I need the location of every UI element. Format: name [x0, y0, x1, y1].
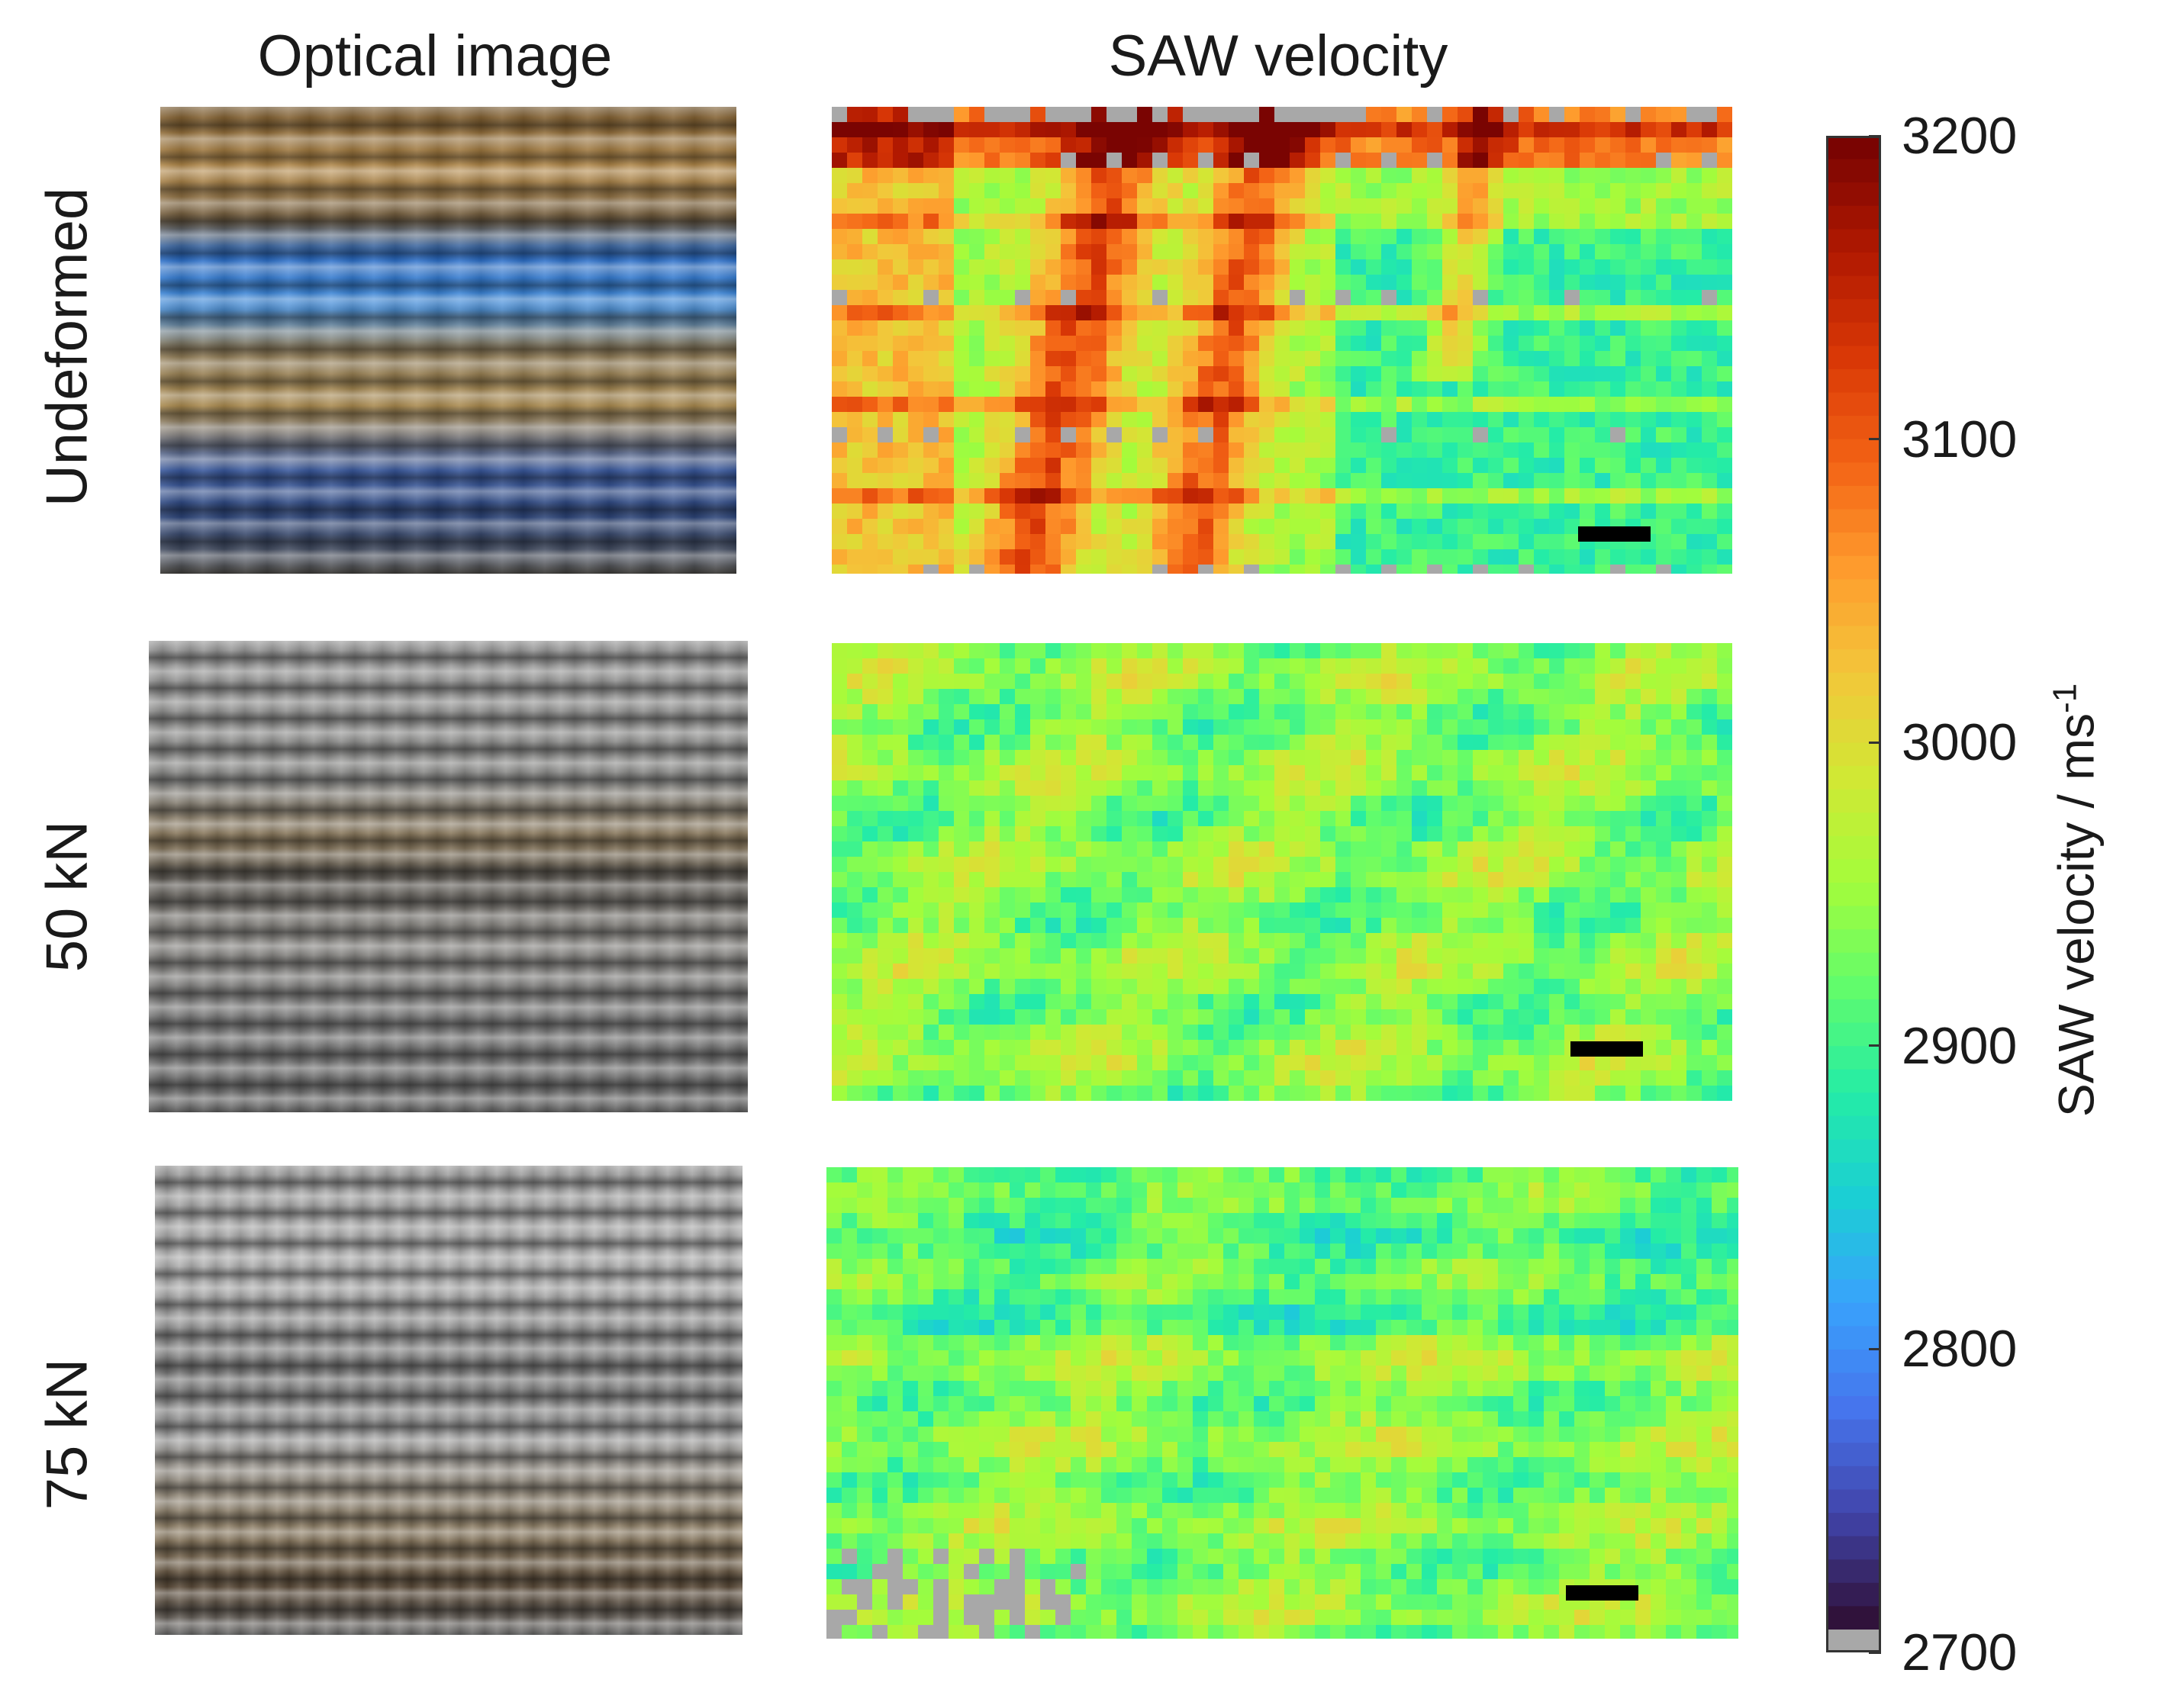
scale-bar-75kn — [1566, 1585, 1638, 1601]
colorbar-tick-mark — [1869, 741, 1881, 744]
colorbar-tick-label: 2700 — [1902, 1623, 2018, 1681]
scale-bar-undeformed — [1578, 526, 1651, 542]
optical-image-column-title: Optical image — [257, 24, 613, 88]
colorbar-title-exponent: -1 — [2046, 683, 2084, 713]
colorbar-tick-mark — [1869, 1044, 1881, 1047]
row-label-50kn: 50 kN — [34, 820, 100, 973]
colorbar-tick-label: 2800 — [1902, 1320, 2018, 1379]
colorbar — [1826, 136, 1881, 1652]
colorbar-tick-mark — [1869, 1651, 1881, 1654]
optical-image-75kn — [155, 1166, 742, 1635]
saw-velocity-map-50kn — [832, 643, 1732, 1101]
colorbar-tick-label: 3200 — [1902, 107, 2018, 165]
row-label-undeformed: Undeformed — [34, 187, 100, 507]
colorbar-tick-mark — [1869, 134, 1881, 137]
saw-velocity-map-undeformed — [832, 107, 1732, 574]
scale-bar-50kn — [1570, 1041, 1643, 1057]
colorbar-title-text: SAW velocity / ms — [2047, 713, 2105, 1118]
colorbar-tick-label: 3000 — [1902, 713, 2018, 772]
saw-velocity-map-75kn — [826, 1167, 1738, 1639]
optical-image-undeformed — [160, 107, 736, 574]
colorbar-tick-mark — [1869, 438, 1881, 441]
colorbar-tick-label: 2900 — [1902, 1016, 2018, 1075]
colorbar-tick-label: 3100 — [1902, 410, 2018, 468]
saw-velocity-column-title: SAW velocity — [1108, 24, 1448, 88]
optical-image-50kn — [149, 641, 748, 1112]
colorbar-tick-mark — [1869, 1347, 1881, 1350]
row-label-75kn: 75 kN — [34, 1358, 100, 1511]
colorbar-title: SAW velocity / ms-1 — [2047, 684, 2105, 1117]
